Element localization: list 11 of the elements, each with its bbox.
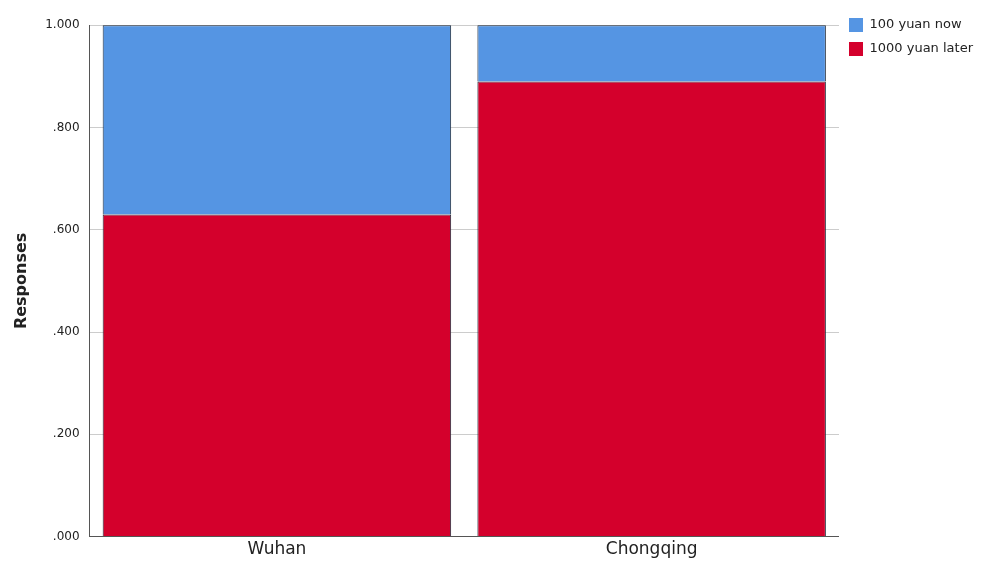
legend-label: 100 yuan now <box>869 16 962 32</box>
y-tick-label: .800 <box>52 119 80 134</box>
legend-label: 1000 yuan later <box>869 40 974 56</box>
x-tick-label: Chongqing <box>605 538 698 559</box>
y-tick-label: .000 <box>52 528 80 543</box>
y-tick-label: .600 <box>52 221 80 236</box>
y-tick-label: .400 <box>52 324 80 339</box>
y-tick-label: 1.000 <box>45 17 80 32</box>
x-tick-label: Wuhan <box>247 538 307 559</box>
y-tick-label: .200 <box>52 426 80 441</box>
y-axis-title: Responses <box>10 232 30 330</box>
